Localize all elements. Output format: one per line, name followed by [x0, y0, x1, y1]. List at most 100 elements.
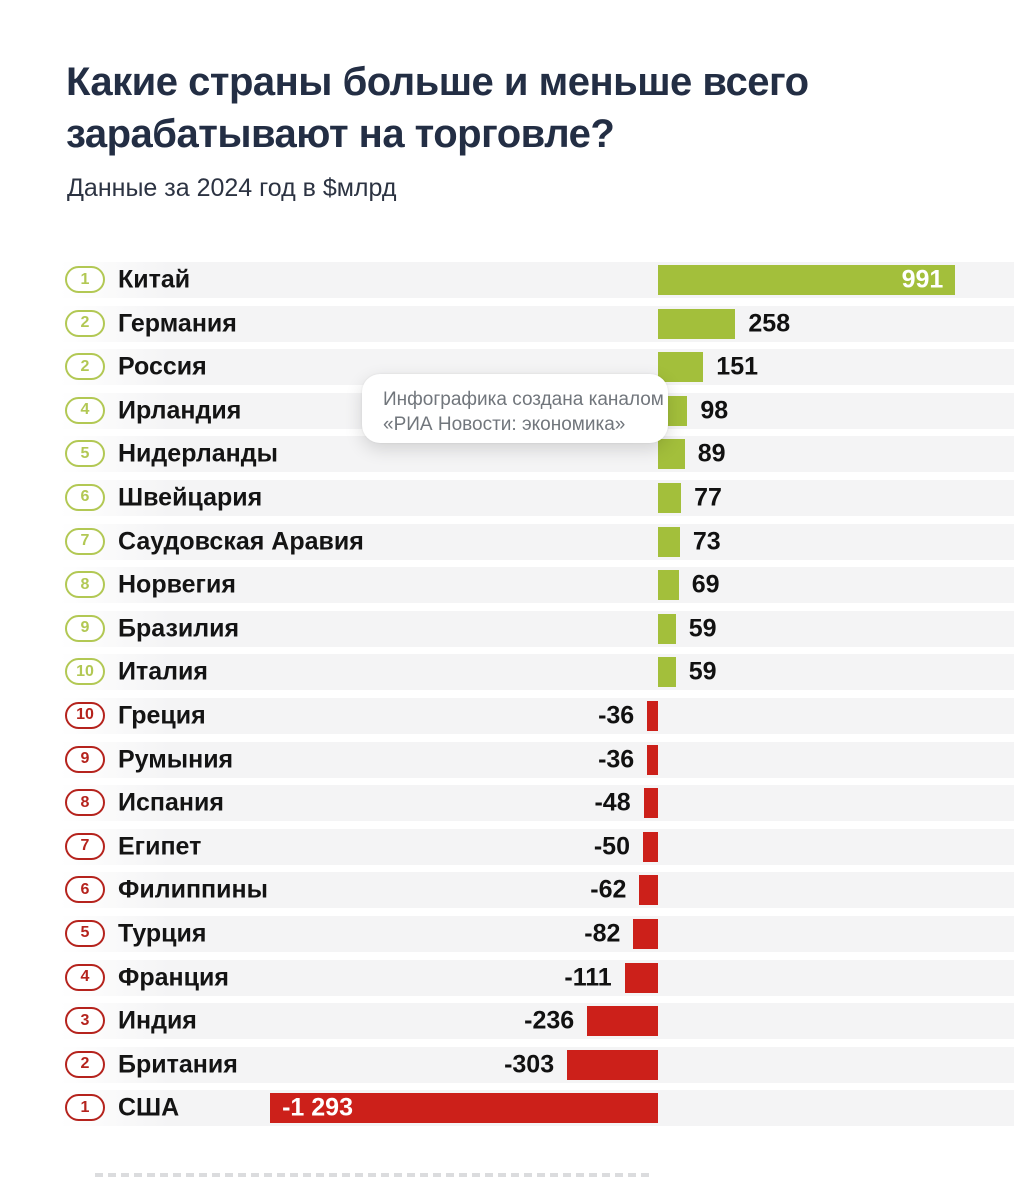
rank-badge: 10	[65, 658, 105, 686]
row-stripe	[60, 479, 1014, 516]
row-stripe	[60, 654, 1014, 691]
value-label: 151	[716, 352, 759, 381]
value-bar	[647, 700, 658, 731]
rank-badge: 7	[65, 527, 105, 555]
value-label: 77	[694, 483, 722, 512]
country-row: 8 Норвегия 69	[0, 567, 1024, 604]
country-row: 10 Греция -36	[0, 697, 1024, 734]
value-label: -303	[504, 1050, 555, 1079]
rank-badge: 2	[65, 353, 105, 381]
value-label: -236	[524, 1006, 575, 1035]
value-label: -36	[598, 745, 635, 774]
rank-badge: 8	[65, 789, 105, 817]
value-bar	[658, 439, 685, 470]
country-row: 2 Германия 258	[0, 305, 1024, 342]
value-label: -36	[598, 701, 635, 730]
value-bar	[658, 482, 682, 513]
rank-badge: 5	[65, 919, 105, 947]
country-row: 8 Испания -48	[0, 785, 1024, 822]
value-bar	[643, 831, 658, 862]
country-label: Франция	[118, 963, 229, 991]
value-bar	[624, 962, 658, 993]
value-bar	[658, 352, 704, 383]
value-label: 59	[688, 614, 717, 643]
value-label: 59	[688, 657, 717, 686]
rank-badge: 6	[65, 876, 105, 904]
country-label: Индия	[118, 1006, 197, 1035]
country-label: Китай	[118, 265, 191, 294]
country-label: Египет	[118, 832, 202, 861]
value-bar	[658, 570, 679, 601]
country-label: Румыния	[118, 745, 234, 774]
country-row: 1 США -1 293	[0, 1090, 1024, 1127]
country-label: Саудовская Аравия	[118, 527, 364, 556]
country-label: Норвегия	[118, 570, 236, 599]
row-stripe	[60, 741, 1014, 778]
rank-badge: 4	[65, 396, 105, 424]
rank-badge: 9	[65, 745, 105, 773]
country-bar-list: 1 Китай 991 2 Германия 258 2 Россия 151 …	[0, 262, 1024, 1134]
country-row: 2 Британия -303	[0, 1046, 1024, 1083]
country-label: Испания	[118, 788, 224, 817]
row-stripe	[60, 567, 1014, 604]
country-label: Нидерланды	[118, 439, 278, 468]
country-row: 5 Турция -82	[0, 915, 1024, 952]
value-label: -111	[564, 963, 612, 991]
country-label: Швейцария	[118, 483, 263, 512]
value-bar	[658, 308, 736, 339]
country-label: Филиппины	[118, 875, 268, 904]
value-label: -48	[594, 788, 631, 817]
country-label: Британия	[118, 1050, 238, 1079]
attribution-line-2: «РИА Новости: экономика»	[383, 414, 626, 436]
value-label: 258	[748, 309, 791, 338]
country-label: Турция	[118, 919, 207, 948]
rank-badge: 10	[65, 701, 105, 729]
row-stripe	[60, 872, 1014, 909]
source-footer-cropped-text	[95, 1173, 650, 1177]
rank-badge: 5	[65, 440, 105, 468]
value-label: 991	[901, 265, 944, 294]
country-row: 9 Бразилия 59	[0, 610, 1024, 647]
value-label: -1 293	[282, 1093, 353, 1122]
rank-badge: 3	[65, 1007, 105, 1035]
page-subtitle: Данные за 2024 год в $млрд	[67, 174, 397, 202]
value-bar	[639, 875, 658, 906]
value-bar	[658, 265, 956, 295]
row-stripe	[60, 697, 1014, 734]
country-row: 10 Италия 59	[0, 654, 1024, 691]
rank-badge: 7	[65, 832, 105, 860]
country-label: Греция	[118, 701, 206, 730]
page-title: Какие страны больше и меньше всего зараб…	[66, 60, 809, 156]
country-row: 5 Нидерланды 89	[0, 436, 1024, 473]
value-bar	[658, 657, 676, 688]
country-label: Германия	[118, 309, 237, 338]
country-row: 7 Саудовская Аравия 73	[0, 523, 1024, 560]
attribution-tooltip: Инфографика создана каналом «РИА Новости…	[362, 374, 668, 443]
row-stripe	[60, 305, 1014, 342]
country-label: Бразилия	[118, 614, 240, 643]
country-row: 7 Египет -50	[0, 828, 1024, 865]
country-label: Ирландия	[118, 396, 242, 425]
value-label: 69	[691, 570, 720, 599]
value-bar	[647, 744, 658, 775]
country-row: 1 Китай 991	[0, 262, 1024, 298]
row-stripe	[60, 1003, 1014, 1040]
rank-badge: 9	[65, 614, 105, 642]
country-label: США	[118, 1093, 180, 1122]
attribution-line-1: Инфографика создана каналом	[383, 389, 664, 410]
row-stripe	[60, 523, 1014, 560]
value-bar	[658, 613, 676, 644]
row-stripe	[60, 828, 1014, 865]
rank-badge: 6	[65, 483, 105, 511]
row-stripe	[60, 915, 1014, 952]
value-bar	[643, 788, 658, 819]
value-label: 73	[692, 527, 721, 556]
country-row: 2 Россия 151	[0, 349, 1024, 386]
rank-badge: 4	[65, 963, 105, 991]
country-row: 3 Индия -236	[0, 1003, 1024, 1040]
row-stripe	[60, 959, 1014, 996]
row-stripe	[60, 610, 1014, 647]
country-label: Италия	[118, 657, 208, 686]
value-bar	[658, 526, 680, 557]
value-label: 98	[700, 396, 729, 425]
